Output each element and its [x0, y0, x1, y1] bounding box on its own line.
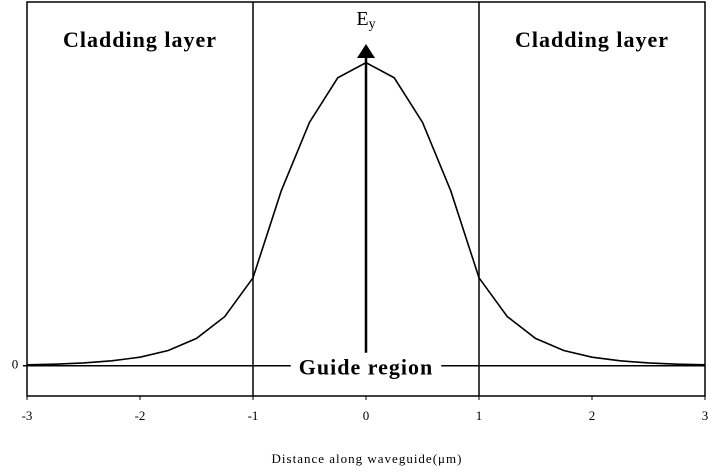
- x-tick-label: 0: [363, 408, 370, 423]
- y-tick-label: 0: [12, 357, 19, 372]
- y-axis-label: Ey: [356, 8, 375, 33]
- x-tick-label: -3: [22, 408, 33, 423]
- label-background: [290, 352, 442, 382]
- x-tick-label: 3: [702, 408, 708, 423]
- x-tick-label: -2: [135, 408, 146, 423]
- y-axis-label-main: E: [356, 8, 368, 30]
- x-tick-label: -1: [248, 408, 259, 423]
- y-axis-label-sub: y: [369, 17, 376, 32]
- arrow-head: [357, 44, 375, 58]
- region-label: Cladding layer: [515, 27, 669, 52]
- x-tick-label: 2: [589, 408, 596, 423]
- x-axis-label: Distance along waveguide(μm): [272, 451, 463, 466]
- region-label: Guide region: [299, 355, 433, 380]
- x-tick-label: 1: [476, 408, 483, 423]
- region-label: Cladding layer: [63, 27, 217, 52]
